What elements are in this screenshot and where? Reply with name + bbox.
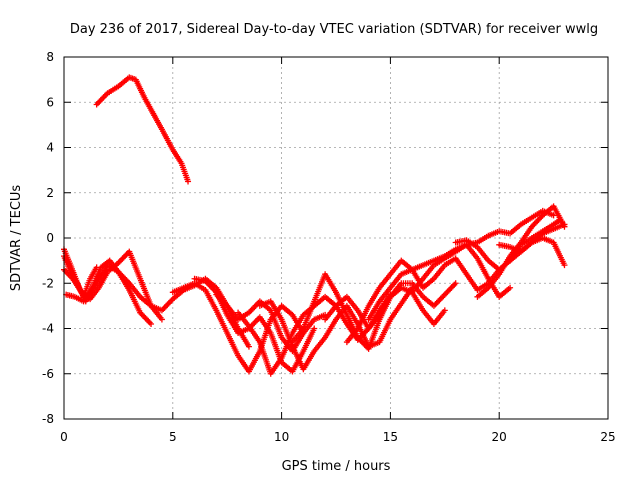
x-tick-label: 20 (492, 430, 507, 444)
data-point (93, 264, 100, 271)
series-arc-19 (61, 253, 100, 300)
data-point (507, 284, 514, 291)
x-axis-title: GPS time / hours (282, 459, 391, 474)
chart-title: Day 236 of 2017, Sidereal Day-to-day VTE… (70, 22, 598, 37)
y-tick-label: -4 (42, 322, 54, 336)
series-arc-4 (63, 257, 155, 327)
x-tick-label: 10 (274, 430, 289, 444)
series-arc-13 (365, 241, 514, 323)
y-axis-title: SDTVAR / TECUs (9, 185, 24, 292)
data-point (557, 216, 564, 223)
y-tick-label: 6 (46, 95, 54, 109)
x-tick-label: 15 (383, 430, 398, 444)
data-point (441, 307, 448, 314)
data-point (185, 178, 192, 185)
series-arc-1 (93, 74, 192, 185)
axis-ticks: 0 5 10 15 20 25 -8 -6 -4 -2 0 2 4 6 8 (42, 50, 616, 444)
x-tick-label: 5 (169, 430, 177, 444)
y-tick-label: 8 (46, 50, 54, 64)
y-tick-label: 4 (46, 141, 54, 155)
y-tick-label: 2 (46, 186, 54, 200)
data-point (561, 223, 568, 230)
data-point (148, 320, 155, 327)
y-tick-label: 0 (46, 231, 54, 245)
series-arc-18 (507, 216, 564, 264)
y-tick-label: -8 (42, 412, 54, 426)
x-tick-label: 25 (600, 430, 615, 444)
data-point (245, 343, 252, 350)
data-point (311, 325, 318, 332)
y-tick-label: -6 (42, 367, 54, 381)
grid-lines (64, 57, 608, 419)
data-point (452, 280, 459, 287)
data-marks (61, 74, 568, 377)
data-point (561, 262, 568, 269)
x-tick-label: 0 (60, 430, 68, 444)
series-arc-10 (289, 271, 448, 352)
series-arc-17 (496, 235, 568, 269)
y-tick-label: -2 (42, 276, 54, 290)
data-point (158, 316, 165, 323)
